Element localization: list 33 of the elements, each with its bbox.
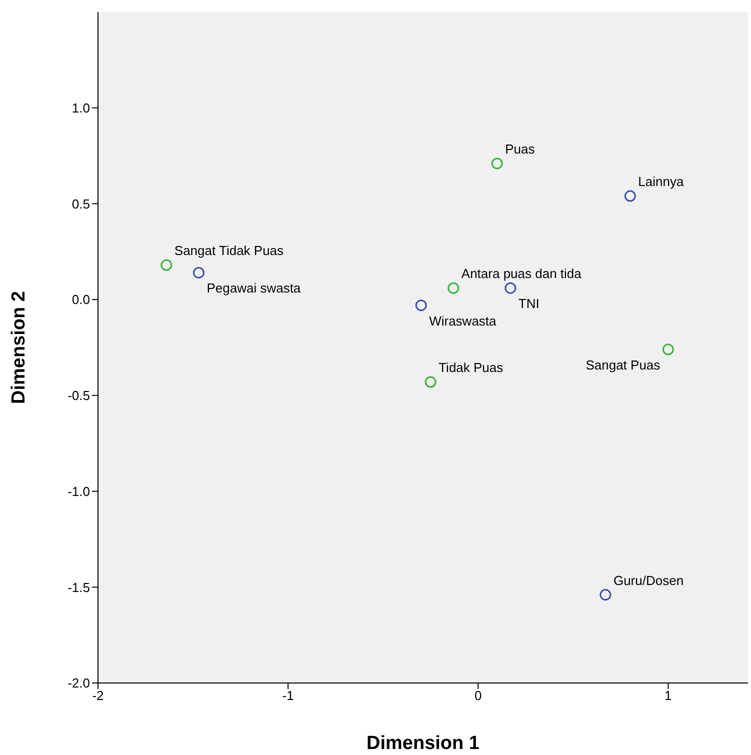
- point: [415, 300, 427, 312]
- y-axis-title: Dimension 2: [8, 291, 30, 404]
- point: [192, 266, 204, 278]
- annotation: Wiraswasta: [429, 313, 498, 328]
- annotation: Sangat Tidak Puas: [174, 243, 284, 258]
- x-tick-label: 0: [474, 688, 482, 704]
- point: [491, 158, 503, 170]
- x-tick-label: -2: [92, 688, 104, 704]
- annotation: Sangat Puas: [586, 357, 661, 372]
- point: [448, 282, 460, 294]
- point: [504, 282, 516, 294]
- annotation: Antara puas dan tida: [461, 266, 582, 282]
- x-tick-label: 1: [664, 688, 672, 704]
- y-tick-label: 0.5: [72, 196, 90, 212]
- y-tick-label: -1.0: [68, 484, 90, 499]
- point: [160, 259, 172, 271]
- point: [600, 589, 612, 601]
- annotation: Pegawai swasta: [206, 280, 302, 296]
- y-tick-label: 1.0: [72, 100, 90, 116]
- point: [624, 190, 636, 202]
- y-tick-label: -0.5: [68, 388, 90, 404]
- annotation: Guru/Dosen: [613, 572, 684, 588]
- y-tick-label: -1.5: [68, 580, 90, 595]
- x-axis-title: Dimension 1: [366, 733, 480, 754]
- point: [424, 376, 436, 388]
- annotation: TNI: [518, 296, 540, 312]
- annotation: Puas: [505, 141, 536, 156]
- y-tick-label: 0.0: [72, 292, 90, 308]
- annotation: Tidak Puas: [438, 360, 504, 376]
- y-tick-label: -2.0: [68, 676, 90, 691]
- x-tick-label: -1: [282, 688, 294, 704]
- point: [662, 344, 674, 356]
- annotation: Lainnya: [638, 174, 684, 190]
